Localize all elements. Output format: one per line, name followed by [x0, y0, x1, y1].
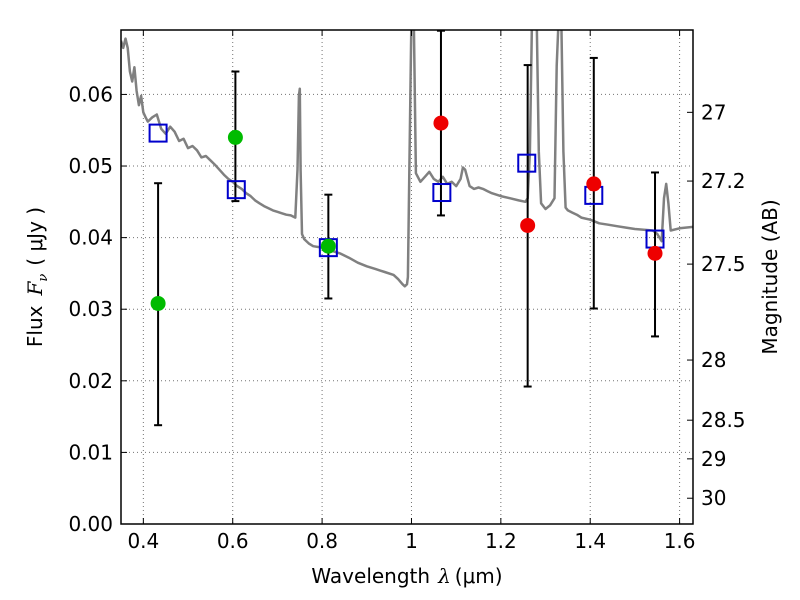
x-tick-label: 1.6 [664, 529, 696, 553]
y2-axis-label: Magnitude (AB) [758, 199, 782, 354]
y-tick-label: 0.02 [68, 369, 113, 393]
x-tick-label: 0.8 [306, 529, 338, 553]
y2-tick-label: 27.2 [701, 169, 746, 193]
y2-tick-label: 28.5 [701, 408, 746, 432]
axes [120, 29, 694, 525]
y-tick-label: 0.06 [68, 82, 113, 106]
y2-tick-label: 27 [701, 100, 726, 124]
y-tick-label: 0.03 [68, 297, 113, 321]
x-tick-label: 0.6 [217, 529, 249, 553]
y-tick-label: 0.01 [68, 440, 113, 464]
y-tick-label: 0.05 [68, 154, 113, 178]
observed-flux-point-red [520, 217, 536, 233]
model-flux-square [432, 183, 452, 203]
y2-tick-label: 28 [701, 348, 726, 372]
observed-flux-point-red [433, 115, 449, 131]
y2-tick-label: 29 [701, 447, 726, 471]
x-axis-label: Wavelength λ (μm) [311, 564, 502, 588]
model-flux-square [148, 123, 168, 143]
y-tick-label: 0.04 [68, 226, 113, 250]
plot-area [121, 30, 693, 427]
observed-flux-point-green [227, 129, 243, 145]
plot-frame [120, 29, 694, 525]
y2-tick-label: 30 [701, 486, 726, 510]
x-tick-label: 1.4 [574, 529, 606, 553]
x-tick-label: 1.2 [485, 529, 517, 553]
y-tick-label: 0.00 [68, 512, 113, 536]
observed-flux-point-red [647, 245, 663, 261]
model-flux-square [226, 180, 246, 200]
observed-flux-point-green [320, 238, 336, 254]
model-spectrum-line [121, 30, 693, 288]
tick-marks: 0.4 0.6 0.8 1 1.2 1.4 1.6 0.00 0.01 0.02 0.03 0.04 0… [68, 30, 746, 553]
model-flux-square [517, 153, 537, 173]
observed-flux-point-red [586, 176, 602, 192]
x-tick-label: 1 [405, 529, 418, 553]
x-tick-label: 0.4 [127, 529, 159, 553]
y-axis-label: FluxFν( μJy ) [23, 207, 51, 347]
observed-flux-point-green [150, 295, 166, 311]
y2-tick-label: 27.5 [701, 252, 746, 276]
